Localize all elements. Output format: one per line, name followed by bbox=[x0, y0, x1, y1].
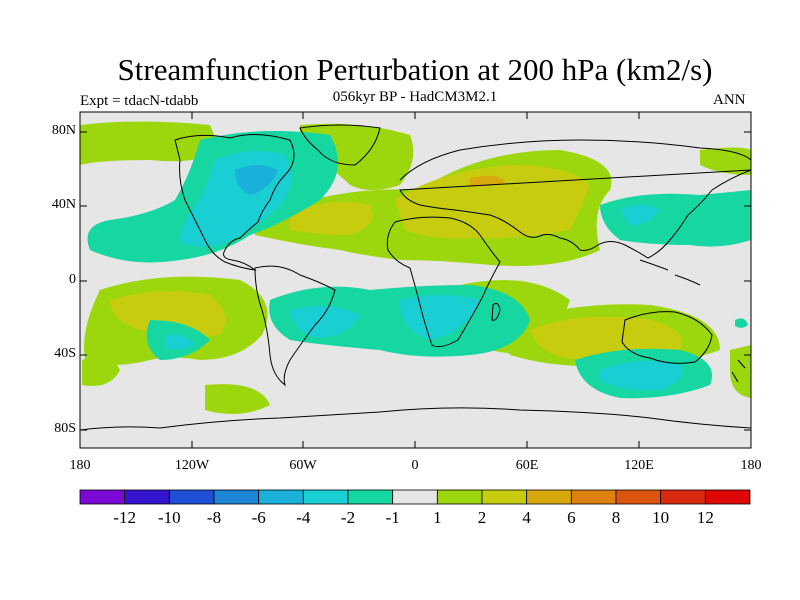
lon-label-0: 0 bbox=[411, 458, 419, 473]
colorbar-box bbox=[481, 489, 528, 505]
colorbar-box bbox=[124, 489, 170, 505]
colorbar-label: -12 bbox=[113, 508, 136, 527]
lat-label-40n: 40N bbox=[51, 197, 76, 212]
colorbar-box bbox=[526, 489, 572, 505]
lat-label-80n: 80N bbox=[51, 123, 76, 138]
map-field bbox=[80, 112, 751, 448]
colorbar-box bbox=[436, 489, 483, 505]
colorbar-label: 4 bbox=[522, 508, 531, 527]
colorbar-label: -4 bbox=[296, 508, 311, 527]
colorbar-box bbox=[258, 489, 304, 505]
colorbar-box bbox=[168, 489, 215, 505]
experiment-label: Expt = tdacN-tdabb bbox=[80, 93, 199, 109]
lat-ticks bbox=[80, 131, 751, 431]
lon-label-120e: 120E bbox=[624, 458, 654, 473]
lon-label-60e: 60E bbox=[515, 458, 539, 473]
colorbar-box bbox=[347, 489, 394, 505]
plot-subtitle: 056kyr BP - HadCM3M2.1 bbox=[332, 89, 498, 105]
colorbar-label: -6 bbox=[251, 508, 266, 527]
colorbar-label: 2 bbox=[477, 508, 487, 527]
lon-ticks bbox=[191, 112, 640, 448]
colorbar-label: -10 bbox=[157, 508, 181, 527]
colorbar-label: -2 bbox=[340, 508, 356, 527]
lon-label-60w: 60W bbox=[289, 458, 317, 473]
lat-label-40s: 40S bbox=[54, 346, 76, 361]
colorbar-box bbox=[302, 489, 349, 505]
colorbar-label: 8 bbox=[611, 508, 621, 527]
colorbar-label: -8 bbox=[206, 508, 222, 527]
colorbar-box bbox=[79, 489, 126, 505]
colorbar-label: -1 bbox=[385, 508, 400, 527]
coastlines bbox=[80, 124, 751, 431]
colorbar-label: 6 bbox=[567, 508, 576, 527]
colorbar-box bbox=[660, 489, 706, 505]
colorbar-box bbox=[392, 489, 438, 505]
colorbar bbox=[79, 489, 751, 505]
plot-title: Streamfunction Perturbation at 200 hPa (… bbox=[117, 52, 713, 87]
lat-label-0: 0 bbox=[69, 272, 76, 287]
colorbar-box bbox=[570, 489, 617, 505]
colorbar-box bbox=[704, 489, 751, 505]
season-label: ANN bbox=[713, 92, 746, 108]
lon-label-120w: 120W bbox=[174, 458, 210, 473]
lon-label-180w: 180 bbox=[69, 458, 91, 473]
lat-label-80s: 80S bbox=[54, 421, 76, 436]
colorbar-label: 12 bbox=[696, 508, 714, 527]
colorbar-box bbox=[213, 489, 260, 505]
colorbar-label: 10 bbox=[652, 508, 670, 527]
colorbar-box bbox=[615, 489, 662, 505]
colorbar-label: 1 bbox=[433, 508, 442, 527]
lon-label-180e: 180 bbox=[740, 458, 762, 473]
